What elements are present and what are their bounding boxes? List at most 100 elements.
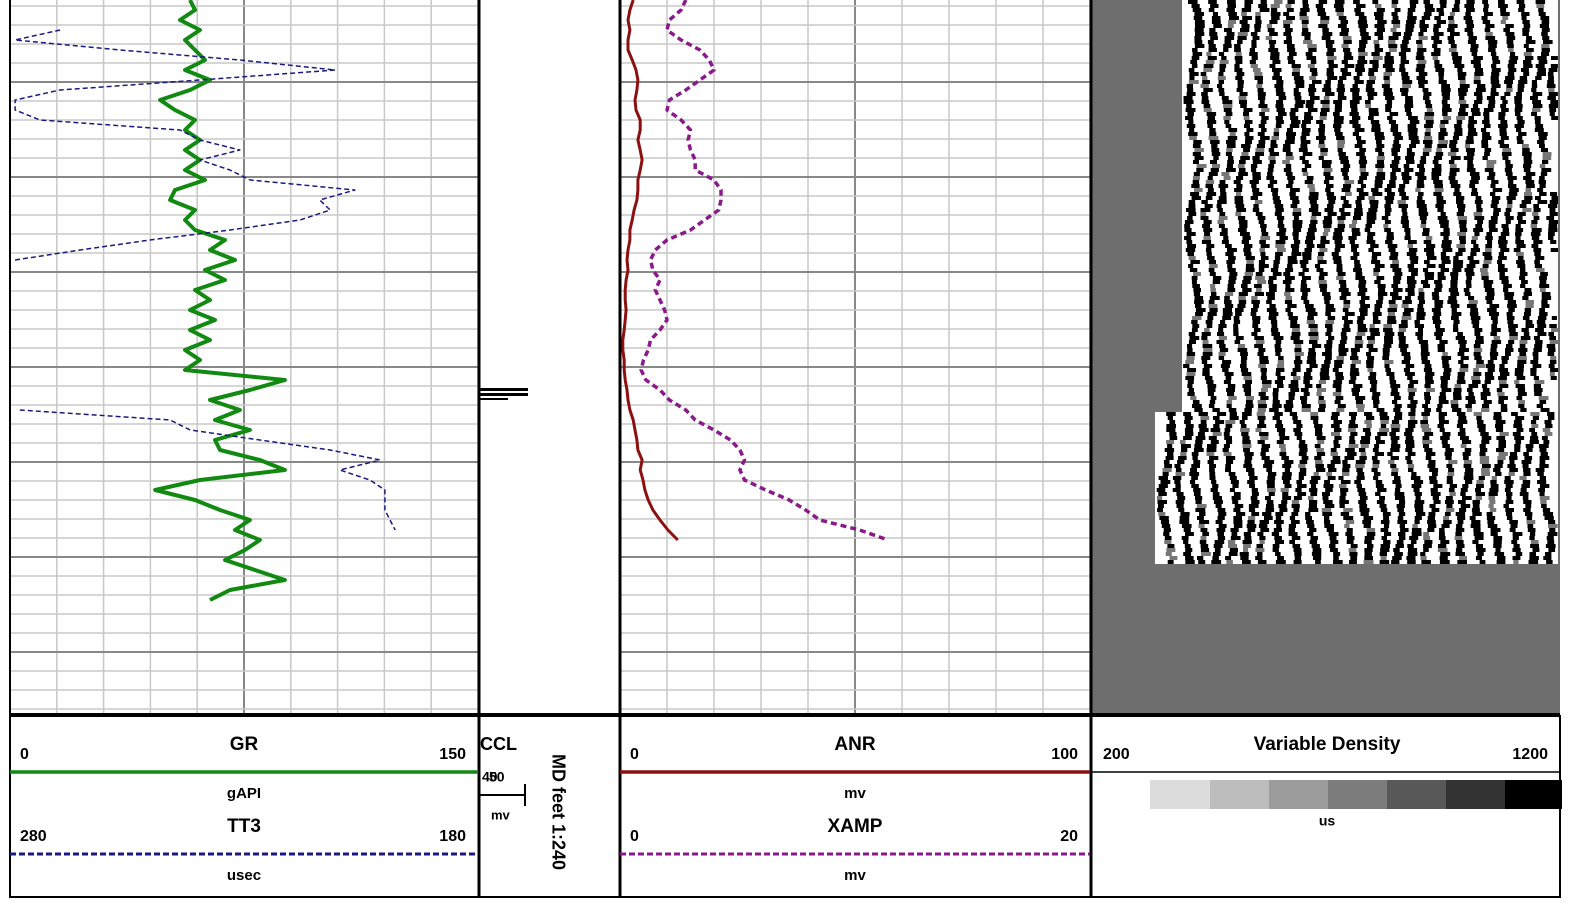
vdl-stripe <box>1504 480 1514 484</box>
vdl-stripe <box>1389 48 1397 52</box>
vdl-stripe <box>1298 444 1308 448</box>
vdl-stripe <box>1369 372 1377 376</box>
vdl-stripe <box>1502 100 1508 104</box>
vdl-stripe <box>1435 324 1441 328</box>
vdl-stripe <box>1309 540 1318 544</box>
vdl-stripe <box>1233 320 1241 324</box>
vdl-stripe <box>1533 216 1540 220</box>
vdl-stripe <box>1401 208 1407 212</box>
vdl-stripe <box>1278 220 1284 224</box>
vdl-stripe <box>1518 8 1525 12</box>
vdl-stripe <box>1407 124 1417 128</box>
vdl-stripe <box>1534 128 1544 132</box>
vdl-stripe <box>1269 408 1279 412</box>
vdl-stripe <box>1201 360 1208 364</box>
vdl-stripe <box>1316 8 1325 12</box>
vdl-row <box>1182 400 1558 404</box>
vdl-stripe <box>1433 500 1441 504</box>
vdl-stripe <box>1344 524 1350 528</box>
vdl-stripe <box>1538 488 1545 492</box>
vdl-stripe <box>1205 184 1213 188</box>
vdl-stripe <box>1516 396 1523 400</box>
vdl-stripe <box>1367 368 1373 372</box>
vdl-stripe <box>1388 248 1396 252</box>
vdl-stripe <box>1400 220 1409 224</box>
vdl-stripe <box>1468 116 1474 120</box>
vdl-stripe <box>1294 348 1302 352</box>
vdl-stripe <box>1487 524 1498 528</box>
vdl-stripe <box>1344 52 1352 56</box>
vdl-name: Variable Density <box>1254 734 1401 755</box>
vdl-stripe <box>1523 64 1533 68</box>
vdl-stripe <box>1340 196 1346 200</box>
vdl-stripe <box>1303 376 1313 380</box>
vdl-stripe <box>1241 284 1248 288</box>
vdl-stripe <box>1218 356 1225 360</box>
vdl-stripe <box>1533 336 1540 340</box>
vdl-stripe <box>1463 460 1473 464</box>
vdl-stripe <box>1221 56 1227 60</box>
vdl-stripe <box>1428 512 1436 516</box>
vdl-stripe <box>1336 88 1345 92</box>
vdl-stripe <box>1234 48 1241 52</box>
vdl-stripe <box>1437 208 1444 212</box>
vdl-stripe <box>1223 48 1229 52</box>
vdl-stripe <box>1449 164 1457 168</box>
vdl-stripe <box>1190 396 1197 400</box>
vdl-stripe <box>1337 140 1346 144</box>
vdl-stripe <box>1390 176 1397 180</box>
vdl-stripe <box>1408 412 1416 416</box>
vdl-stripe <box>1226 440 1233 444</box>
vdl-stripe <box>1279 228 1287 232</box>
vdl-stripe <box>1318 24 1328 28</box>
vdl-stripe <box>1531 112 1537 116</box>
vdl-stripe <box>1437 144 1448 148</box>
vdl-stripe <box>1485 236 1493 240</box>
vdl-stripe <box>1282 472 1292 476</box>
vdl-stripe <box>1504 488 1511 492</box>
vdl-row <box>1182 272 1558 276</box>
vdl-stripe <box>1353 384 1363 388</box>
vdl-stripe <box>1447 28 1455 32</box>
vdl-stripe <box>1418 208 1428 212</box>
vdl-stripe <box>1508 48 1514 52</box>
vdl-stripe <box>1450 32 1460 36</box>
vdl-row <box>1182 260 1558 264</box>
vdl-stripe <box>1376 144 1385 148</box>
vdl-stripe <box>1498 264 1505 268</box>
vdl-stripe <box>1200 416 1210 420</box>
vdl-stripe <box>1203 228 1213 232</box>
vdl-stripe <box>1547 412 1555 416</box>
vdl-stripe <box>1209 476 1216 480</box>
vdl-stripe <box>1384 212 1391 216</box>
vdl-stripe <box>1530 224 1537 228</box>
vdl-stripe <box>1544 420 1552 424</box>
vdl-stripe <box>1257 440 1265 444</box>
vdl-stripe <box>1307 524 1315 528</box>
vdl-row <box>1182 136 1558 140</box>
vdl-stripe <box>1334 108 1342 112</box>
vdl-stripe <box>1449 492 1456 496</box>
vdl-stripe <box>1424 272 1435 276</box>
vdl-stripe <box>1184 228 1192 232</box>
vdl-stripe <box>1186 352 1196 356</box>
vdl-stripe <box>1323 84 1331 88</box>
vdl-stripe <box>1543 40 1553 44</box>
vdl-stripe <box>1257 216 1266 220</box>
vdl-stripe <box>1206 192 1217 196</box>
vdl-stripe <box>1446 476 1453 480</box>
vdl-stripe <box>1350 88 1360 92</box>
vdl-row <box>1155 536 1558 540</box>
vdl-stripe <box>1533 348 1542 352</box>
vdl-stripe <box>1396 540 1404 544</box>
vdl-stripe <box>1249 52 1258 56</box>
vdl-stripe <box>1519 204 1527 208</box>
vdl-stripe <box>1345 192 1352 196</box>
vdl-stripe <box>1417 328 1423 332</box>
vdl-stripe <box>1208 0 1217 4</box>
vdl-stripe <box>1394 416 1403 420</box>
vdl-stripe <box>1334 116 1344 120</box>
vdl-stripe <box>1237 84 1244 88</box>
vdl-stripe <box>1515 112 1521 116</box>
vdl-stripe <box>1384 364 1390 368</box>
